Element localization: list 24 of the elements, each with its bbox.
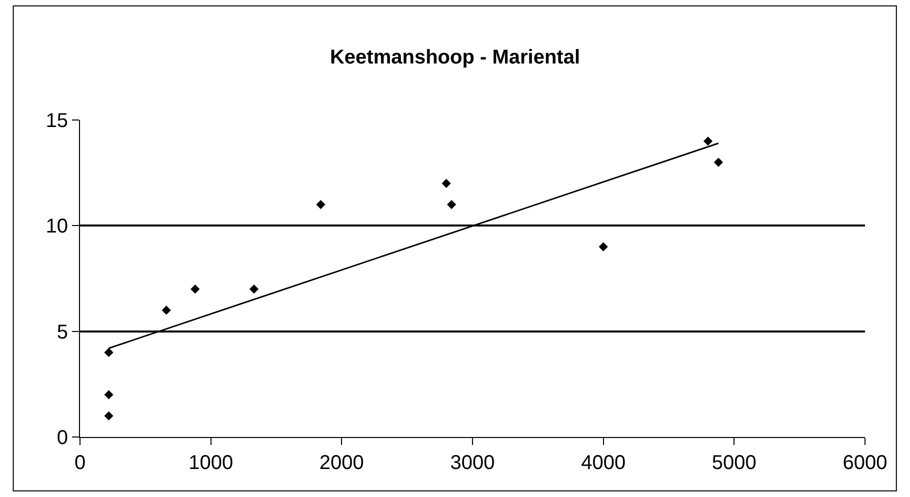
point — [316, 200, 326, 210]
x-tick-label: 6000 — [842, 452, 888, 474]
point — [190, 284, 200, 294]
x-tick-label: 5000 — [712, 452, 756, 474]
point — [249, 284, 259, 294]
y-tick-label: 10 — [46, 216, 68, 238]
x-tick-label: 2000 — [319, 452, 364, 474]
point — [703, 136, 713, 146]
point — [104, 348, 114, 358]
x-tick-label: 4000 — [581, 452, 626, 474]
point — [162, 306, 171, 315]
y-tick-label: 15 — [46, 110, 68, 132]
point — [714, 158, 724, 167]
x-tick-label: 3000 — [450, 452, 495, 474]
y-tick-label: 0 — [56, 427, 68, 449]
chart-title: Keetmanshoop - Mariental — [330, 46, 580, 69]
point — [447, 200, 456, 210]
x-tick-label: 1000 — [188, 452, 234, 474]
point — [104, 390, 114, 400]
point — [104, 411, 114, 420]
point — [442, 178, 451, 188]
x-tick-label: 0 — [74, 452, 86, 474]
point — [598, 242, 608, 252]
y-tick-label: 5 — [56, 321, 68, 344]
